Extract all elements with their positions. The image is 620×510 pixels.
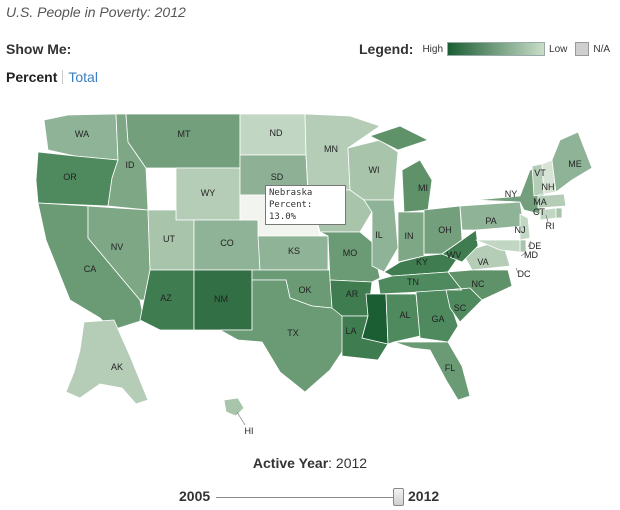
label-ok: OK <box>298 285 311 295</box>
label-hi: HI <box>245 426 254 436</box>
state-nj[interactable] <box>519 213 531 241</box>
state-tooltip: Nebraska Percent: 13.0% <box>265 185 346 225</box>
slider-start-label: 2005 <box>179 488 211 504</box>
label-nv: NV <box>111 242 124 252</box>
label-tn: TN <box>407 277 419 287</box>
label-wi: WI <box>369 165 380 175</box>
active-year-value: : 2012 <box>328 455 368 471</box>
label-in: IN <box>405 231 414 241</box>
slider-end-label: 2012 <box>408 488 440 504</box>
label-ut: UT <box>163 234 175 244</box>
label-fl: FL <box>445 363 456 373</box>
label-me: ME <box>568 159 582 169</box>
legend-high-label: High <box>422 43 444 55</box>
legend-gradient-bar <box>447 42 546 56</box>
state-ms[interactable] <box>361 293 389 345</box>
state-nc[interactable] <box>445 269 513 301</box>
state-ak[interactable] <box>65 319 149 405</box>
label-ar: AR <box>346 289 359 299</box>
state-pa[interactable] <box>459 201 525 231</box>
state-fl[interactable] <box>393 341 471 401</box>
legend-low-label: Low <box>549 43 568 55</box>
active-year: Active Year: 2012 <box>0 455 620 471</box>
label-va: VA <box>477 257 488 267</box>
label-id: ID <box>126 160 136 170</box>
label-il: IL <box>375 230 383 240</box>
label-md: MD <box>524 250 538 260</box>
legend: Legend: High Low N/A <box>359 41 610 57</box>
label-wa: WA <box>75 129 89 139</box>
year-slider-handle[interactable] <box>393 488 404 506</box>
legend-label: Legend: <box>359 41 414 57</box>
label-ri: RI <box>546 221 555 231</box>
label-wy: WY <box>201 188 216 198</box>
label-ny: NY <box>505 189 518 199</box>
label-or: OR <box>63 172 77 182</box>
state-or[interactable] <box>35 151 119 207</box>
tab-percent[interactable]: Percent <box>6 69 58 85</box>
page-title: U.S. People in Poverty: 2012 <box>6 4 186 20</box>
tab-total[interactable]: Total <box>68 69 98 85</box>
label-pa: PA <box>485 216 496 226</box>
state-hi[interactable] <box>223 397 245 417</box>
active-year-label: Active Year <box>252 455 329 471</box>
label-ak: AK <box>111 362 123 372</box>
label-nj: NJ <box>515 225 526 235</box>
label-sd: SD <box>271 172 284 182</box>
label-nm: NM <box>214 294 228 304</box>
label-mo: MO <box>343 248 358 258</box>
state-al[interactable] <box>385 293 421 345</box>
state-ri[interactable] <box>555 207 563 219</box>
label-oh: OH <box>438 225 452 235</box>
label-ct: CT <box>533 207 545 217</box>
show-me-label: Show Me: <box>6 41 72 57</box>
label-de: DE <box>529 241 542 251</box>
label-ma: MA <box>533 197 547 207</box>
us-poverty-map: WA OR CA ID NV MT WY UT AZ CO NM ND SD N… <box>35 113 593 436</box>
state-mt[interactable] <box>125 113 241 169</box>
label-sc: SC <box>454 303 467 313</box>
label-az: AZ <box>160 293 172 303</box>
state-mi[interactable] <box>369 125 433 213</box>
label-nd: ND <box>270 128 283 138</box>
label-la: LA <box>345 326 356 336</box>
label-wv: WV <box>447 250 462 260</box>
label-ks: KS <box>288 246 300 256</box>
label-nh: NH <box>542 182 555 192</box>
state-mo[interactable] <box>319 231 381 283</box>
state-md[interactable] <box>475 239 521 253</box>
label-ky: KY <box>416 257 428 267</box>
state-ma[interactable] <box>537 193 567 209</box>
label-co: CO <box>220 238 234 248</box>
tooltip-state-name: Nebraska <box>269 188 313 198</box>
year-slider-track[interactable] <box>216 497 400 498</box>
tooltip-value: Percent: 13.0% <box>269 200 313 222</box>
legend-na-swatch <box>575 42 590 56</box>
state-ga[interactable] <box>415 289 459 343</box>
metric-tabs: Percent Total <box>6 69 98 85</box>
label-nc: NC <box>472 279 485 289</box>
label-tx: TX <box>287 328 299 338</box>
state-tx[interactable] <box>219 279 351 393</box>
label-vt: VT <box>534 168 546 178</box>
label-al: AL <box>399 310 410 320</box>
label-mt: MT <box>178 129 191 139</box>
label-mn: MN <box>324 144 338 154</box>
state-me[interactable] <box>551 131 593 193</box>
label-ga: GA <box>431 314 444 324</box>
label-ca: CA <box>84 264 97 274</box>
legend-na-label: N/A <box>593 43 611 55</box>
state-wv[interactable] <box>441 229 479 263</box>
tab-divider <box>62 70 64 84</box>
label-mi: MI <box>418 183 428 193</box>
label-dc: DC <box>518 269 531 279</box>
